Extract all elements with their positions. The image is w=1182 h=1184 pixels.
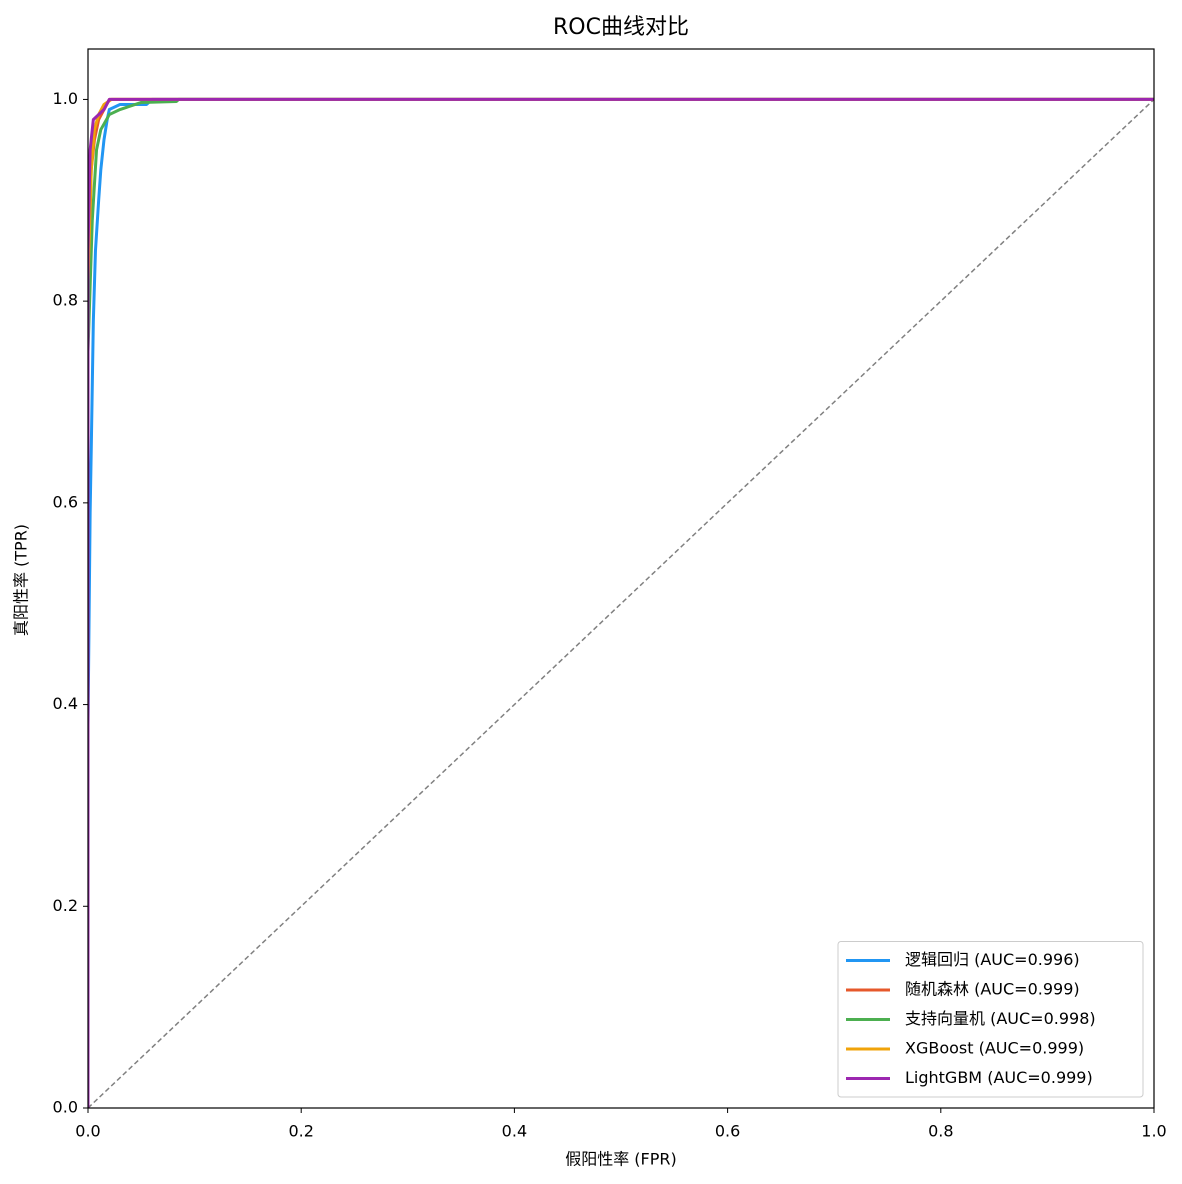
chart-title: ROC曲线对比 [553, 15, 689, 40]
y-tick-label: 0.0 [53, 1098, 78, 1117]
y-tick-label: 1.0 [53, 89, 78, 108]
reference-line [88, 98, 1154, 1108]
legend-label: 逻辑回归 (AUC=0.996) [905, 950, 1080, 969]
x-tick-label: 0.2 [288, 1122, 313, 1141]
y-tick-label: 0.8 [53, 291, 78, 310]
x-tick-label: 0.8 [928, 1122, 953, 1141]
legend-label: LightGBM (AUC=0.999) [905, 1068, 1093, 1087]
y-tick-label: 0.6 [53, 492, 78, 511]
legend-label: 支持向量机 (AUC=0.998) [905, 1009, 1096, 1028]
x-tick-label: 0.4 [502, 1122, 527, 1141]
y-tick-label: 0.2 [53, 896, 78, 915]
legend-label: 随机森林 (AUC=0.999) [905, 980, 1080, 999]
x-tick-label: 1.0 [1141, 1122, 1166, 1141]
plot-frame [87, 48, 1155, 1109]
legend-label: XGBoost (AUC=0.999) [905, 1039, 1084, 1058]
y-axis-label: 真阳性率 (TPR) [12, 524, 31, 636]
x-tick-label: 0.0 [75, 1122, 100, 1141]
x-tick-label: 0.6 [715, 1122, 740, 1141]
legend-box [837, 941, 1144, 1098]
x-axis-label: 假阳性率 (FPR) [565, 1150, 677, 1169]
y-tick-label: 0.4 [53, 694, 78, 713]
